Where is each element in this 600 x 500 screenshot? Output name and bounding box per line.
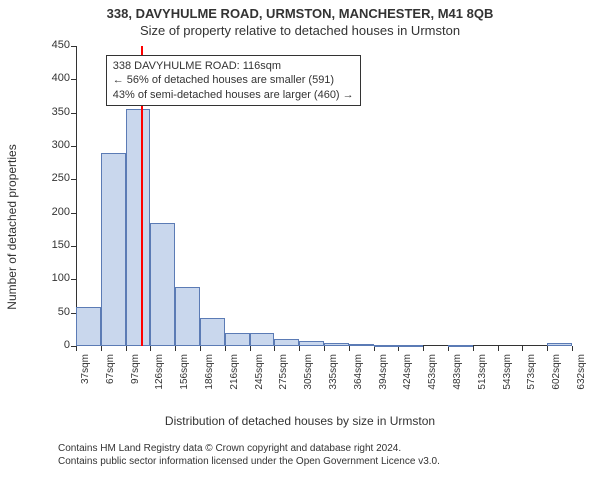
x-tick xyxy=(76,346,77,351)
y-tick xyxy=(71,146,76,147)
x-tick xyxy=(398,346,399,351)
histogram-bar xyxy=(101,153,126,346)
y-tick xyxy=(71,213,76,214)
x-tick-label: 394sqm xyxy=(378,354,389,398)
x-tick xyxy=(200,346,201,351)
y-tick xyxy=(71,113,76,114)
x-tick-label: 305sqm xyxy=(303,354,314,398)
y-axis-label: Number of detached properties xyxy=(5,144,19,309)
annotation-line: 43% of semi-detached houses are larger (… xyxy=(113,88,354,102)
y-tick-label: 250 xyxy=(42,172,70,184)
y-tick-label: 350 xyxy=(42,106,70,118)
histogram-bar xyxy=(448,345,473,347)
y-tick xyxy=(71,179,76,180)
annotation-line: ← 56% of detached houses are smaller (59… xyxy=(113,73,354,87)
x-tick-label: 543sqm xyxy=(502,354,513,398)
x-tick xyxy=(349,346,350,351)
histogram-bar xyxy=(299,341,324,346)
histogram-bar xyxy=(374,345,399,347)
x-tick xyxy=(150,346,151,351)
x-tick xyxy=(572,346,573,351)
histogram-bar xyxy=(126,109,151,346)
x-tick-label: 126sqm xyxy=(154,354,165,398)
x-tick xyxy=(448,346,449,351)
x-tick-label: 513sqm xyxy=(477,354,488,398)
histogram-bar xyxy=(250,333,275,346)
histogram-bar xyxy=(547,343,572,346)
y-tick-label: 150 xyxy=(42,239,70,251)
x-tick xyxy=(299,346,300,351)
x-tick-label: 67sqm xyxy=(105,354,116,398)
annotation-line: 338 DAVYHULME ROAD: 116sqm xyxy=(113,59,354,73)
footer-attribution: Contains HM Land Registry data © Crown c… xyxy=(58,442,600,468)
x-tick-label: 186sqm xyxy=(204,354,215,398)
y-tick-label: 300 xyxy=(42,139,70,151)
y-tick xyxy=(71,79,76,80)
x-tick xyxy=(225,346,226,351)
x-tick xyxy=(423,346,424,351)
x-tick xyxy=(126,346,127,351)
y-tick-label: 100 xyxy=(42,272,70,284)
y-tick-label: 400 xyxy=(42,72,70,84)
x-tick-label: 602sqm xyxy=(551,354,562,398)
footer-line-1: Contains HM Land Registry data © Crown c… xyxy=(58,442,600,455)
histogram-bar xyxy=(225,333,250,346)
x-tick-label: 156sqm xyxy=(179,354,190,398)
y-tick-label: 450 xyxy=(42,39,70,51)
title-main: 338, DAVYHULME ROAD, URMSTON, MANCHESTER… xyxy=(0,6,600,21)
x-tick xyxy=(175,346,176,351)
histogram-bar xyxy=(150,223,175,346)
x-tick xyxy=(101,346,102,351)
annotation-box: 338 DAVYHULME ROAD: 116sqm← 56% of detac… xyxy=(106,55,361,106)
footer-line-2: Contains public sector information licen… xyxy=(58,455,600,468)
x-tick-label: 364sqm xyxy=(353,354,364,398)
x-tick xyxy=(547,346,548,351)
histogram-bar xyxy=(398,345,423,347)
x-tick-label: 37sqm xyxy=(80,354,91,398)
x-tick-label: 216sqm xyxy=(229,354,240,398)
x-tick-label: 483sqm xyxy=(452,354,463,398)
x-tick-label: 275sqm xyxy=(278,354,289,398)
y-tick-label: 200 xyxy=(42,206,70,218)
x-tick xyxy=(374,346,375,351)
histogram-bar xyxy=(349,344,374,346)
x-tick-label: 573sqm xyxy=(526,354,537,398)
x-tick-label: 453sqm xyxy=(427,354,438,398)
y-tick xyxy=(71,46,76,47)
histogram-bar xyxy=(200,318,225,346)
x-tick-label: 245sqm xyxy=(254,354,265,398)
x-tick xyxy=(274,346,275,351)
x-tick-label: 97sqm xyxy=(130,354,141,398)
histogram-bar xyxy=(76,307,101,346)
x-tick xyxy=(498,346,499,351)
histogram-bar xyxy=(324,343,349,346)
x-axis-label: Distribution of detached houses by size … xyxy=(0,414,600,428)
y-tick xyxy=(71,279,76,280)
y-tick-label: 50 xyxy=(42,306,70,318)
y-tick-label: 0 xyxy=(42,339,70,351)
chart-area: Number of detached properties 0501001502… xyxy=(20,42,580,412)
histogram-bar xyxy=(274,339,299,346)
x-tick-label: 424sqm xyxy=(402,354,413,398)
y-tick xyxy=(71,246,76,247)
x-tick xyxy=(324,346,325,351)
title-sub: Size of property relative to detached ho… xyxy=(0,23,600,38)
x-tick-label: 632sqm xyxy=(576,354,587,398)
x-tick xyxy=(522,346,523,351)
x-tick xyxy=(473,346,474,351)
x-tick xyxy=(250,346,251,351)
x-tick-label: 335sqm xyxy=(328,354,339,398)
histogram-bar xyxy=(175,287,200,346)
